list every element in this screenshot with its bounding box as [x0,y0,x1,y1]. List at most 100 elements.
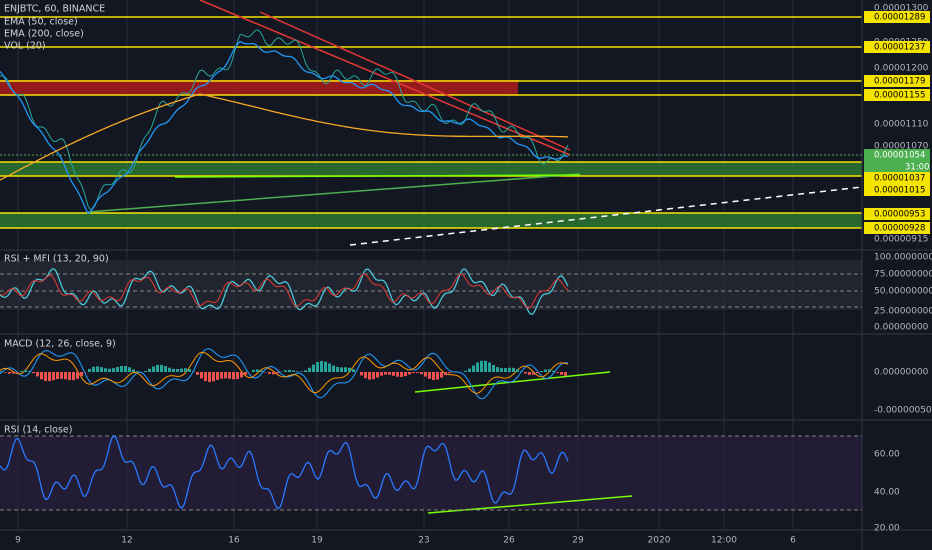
histogram-bar [464,370,467,372]
histogram-bar [488,362,491,372]
price-tag-text: 0.00001037 [874,174,925,184]
histogram-bar [504,368,507,372]
histogram-bar [480,360,483,372]
histogram-bar [532,372,535,375]
price-tag-text: 0.00001155 [874,91,925,101]
histogram-bar [372,372,375,380]
histogram-bar [292,370,295,372]
histogram-bar [220,372,223,379]
histogram-bar [104,368,107,372]
histogram-bar [276,372,279,374]
histogram-bar [180,368,183,372]
histogram-bar [392,372,395,376]
histogram-bar [108,368,111,372]
indicator-line [0,40,569,215]
histogram-bar [536,372,539,374]
price-tag [864,208,930,220]
histogram-bar [272,372,275,375]
histogram-bar [120,365,123,372]
time-label: 19 [311,536,323,546]
time-label: 29 [572,536,584,546]
price-tag [864,41,930,53]
histogram-bar [288,369,291,372]
time-label: 12 [121,536,132,546]
panel-title: RSI (14, close) [4,425,72,436]
histogram-bar [284,370,287,372]
histogram-bar [416,372,419,373]
indicator: VOL (20) [4,41,46,52]
histogram-bar [20,370,23,372]
histogram-bar [72,372,75,381]
histogram-bar [348,367,351,372]
price-label: 0.00001070 [874,142,929,152]
time-label: 12:00 [711,536,737,546]
scale-label: 100.00000000 [874,253,932,263]
histogram-bar [268,372,271,374]
price-tag-text: 0.00000953 [874,210,925,220]
histogram-bar [396,372,399,377]
histogram-bar [8,372,11,374]
histogram-bar [332,365,335,372]
histogram-bar [160,364,163,372]
histogram-bar [196,372,199,375]
histogram-bar [528,372,531,375]
scale-label: 20.00 [874,524,900,534]
price-tag [864,222,930,234]
price-tag [864,11,930,23]
scale-label: 0.00000000 [874,368,929,378]
histogram-bar [556,372,559,373]
price-tag [864,172,930,184]
price-tag-text: 0.00001015 [874,186,925,196]
histogram-bar [256,369,259,372]
price-label: 0.00001110 [874,120,929,130]
histogram-bar [524,372,527,374]
price-tag [864,161,930,173]
histogram-bar [444,372,447,376]
histogram-bar [260,370,263,372]
indicator-line [0,348,569,400]
histogram-bar [252,369,255,372]
histogram-bar [228,372,231,379]
histogram-bar [240,372,243,378]
histogram-bar [216,372,219,380]
histogram-bar [144,370,147,372]
scale-label: 75.00000000 [874,270,932,280]
histogram-bar [212,372,215,382]
histogram-bar [12,372,15,374]
scale-label: 40.00 [874,488,900,498]
price-tag-text: 0.00001289 [874,13,925,23]
histogram-bar [152,366,155,372]
indicator-line [0,351,569,394]
histogram-bar [508,367,511,372]
histogram-bar [296,371,299,372]
histogram-bar [52,372,55,381]
scale-label: 60.00 [874,450,900,460]
histogram-bar [560,372,563,375]
price-tag [864,75,930,87]
histogram-bar [384,372,387,375]
histogram-bar [360,372,363,376]
histogram-bar [408,372,411,375]
levels [0,16,862,229]
price-tag [864,184,930,196]
histogram-bar [4,372,7,373]
histogram-bar [336,366,339,372]
histogram-bar [168,367,171,372]
green-zone [0,213,862,228]
histogram-bar [60,372,63,379]
histogram-bar [300,371,303,372]
histogram-bar [564,372,567,376]
histogram-bar [56,372,59,380]
histogram-bar [192,371,195,372]
price-tag-text: 0.00001179 [874,77,925,87]
trend-line [259,11,571,151]
rsi-band [0,436,862,510]
histogram-bar [320,360,323,372]
histogram-bar [132,369,135,372]
histogram-bar [376,372,379,378]
histogram-bar [112,368,115,372]
histogram-bar [148,368,151,372]
histogram-bar [540,371,543,372]
histogram-bar [368,372,371,380]
histogram-bar [404,372,407,377]
